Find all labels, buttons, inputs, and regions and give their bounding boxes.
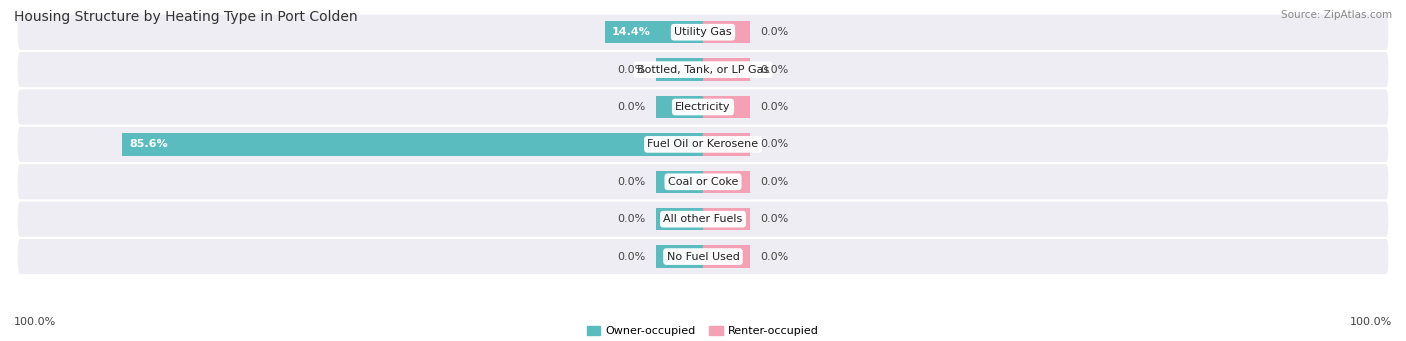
Bar (703, 21, 751, 43)
FancyBboxPatch shape (18, 15, 1388, 50)
Text: 0.0%: 0.0% (761, 64, 789, 75)
Text: Housing Structure by Heating Type in Port Colden: Housing Structure by Heating Type in Por… (14, 10, 357, 24)
FancyBboxPatch shape (18, 239, 1388, 274)
FancyBboxPatch shape (18, 202, 1388, 237)
Text: No Fuel Used: No Fuel Used (666, 252, 740, 262)
Text: Electricity: Electricity (675, 102, 731, 112)
Text: Bottled, Tank, or LP Gas: Bottled, Tank, or LP Gas (637, 64, 769, 75)
Bar (655, 170, 703, 193)
Text: 0.0%: 0.0% (617, 102, 645, 112)
Text: 0.0%: 0.0% (761, 27, 789, 37)
Text: 0.0%: 0.0% (761, 214, 789, 224)
FancyBboxPatch shape (18, 52, 1388, 87)
Bar (655, 246, 703, 268)
Bar (703, 96, 751, 118)
Bar (703, 170, 751, 193)
Bar (703, 246, 751, 268)
Bar (122, 133, 703, 155)
Text: 14.4%: 14.4% (612, 27, 651, 37)
Text: 0.0%: 0.0% (617, 214, 645, 224)
Bar (606, 21, 703, 43)
Text: Source: ZipAtlas.com: Source: ZipAtlas.com (1281, 10, 1392, 20)
Text: 85.6%: 85.6% (129, 139, 167, 149)
Bar (703, 58, 751, 81)
Text: 0.0%: 0.0% (617, 252, 645, 262)
Text: 0.0%: 0.0% (617, 64, 645, 75)
Text: Utility Gas: Utility Gas (675, 27, 731, 37)
Text: 0.0%: 0.0% (761, 102, 789, 112)
Text: 0.0%: 0.0% (761, 139, 789, 149)
Text: Coal or Coke: Coal or Coke (668, 177, 738, 187)
Bar (703, 133, 751, 155)
Bar (703, 208, 751, 231)
Legend: Owner-occupied, Renter-occupied: Owner-occupied, Renter-occupied (582, 322, 824, 341)
Text: 100.0%: 100.0% (14, 317, 56, 327)
Bar (655, 58, 703, 81)
Bar (655, 208, 703, 231)
Bar (655, 96, 703, 118)
Text: 0.0%: 0.0% (761, 177, 789, 187)
FancyBboxPatch shape (18, 164, 1388, 199)
FancyBboxPatch shape (18, 89, 1388, 124)
Text: All other Fuels: All other Fuels (664, 214, 742, 224)
Text: Fuel Oil or Kerosene: Fuel Oil or Kerosene (647, 139, 759, 149)
Text: 0.0%: 0.0% (761, 252, 789, 262)
FancyBboxPatch shape (18, 127, 1388, 162)
Text: 100.0%: 100.0% (1350, 317, 1392, 327)
Text: 0.0%: 0.0% (617, 177, 645, 187)
